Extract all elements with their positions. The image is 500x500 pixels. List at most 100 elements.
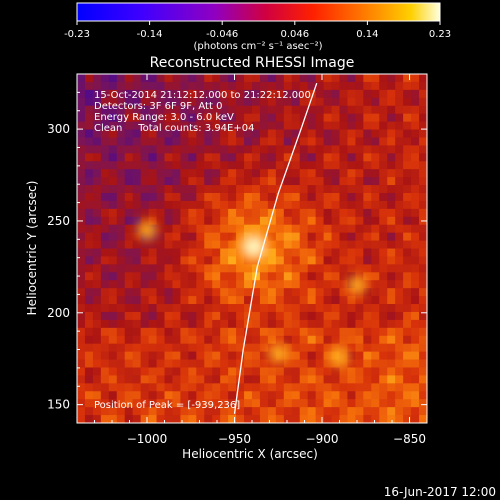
image-cell <box>395 240 404 250</box>
x-tick-label: −850 <box>393 432 426 446</box>
image-cell <box>411 304 420 313</box>
image-cell <box>148 153 158 162</box>
image-area <box>77 74 427 423</box>
image-cell <box>411 145 420 154</box>
image-cell <box>387 391 396 400</box>
image-cell <box>212 272 221 281</box>
image-cell <box>403 240 412 250</box>
image-cell <box>220 367 229 377</box>
image-cell <box>323 113 333 123</box>
image-cell <box>84 169 94 178</box>
image-cell <box>387 415 396 423</box>
image-cell <box>164 296 174 305</box>
image-cell <box>411 383 420 392</box>
secondary-source <box>268 343 289 364</box>
image-cell <box>275 304 285 313</box>
image-cell <box>100 224 110 234</box>
image-cell <box>403 97 412 107</box>
image-cell <box>84 296 94 305</box>
image-cell <box>339 192 349 202</box>
image-cell <box>188 200 197 210</box>
image-cell <box>140 280 150 289</box>
image-cell <box>188 264 197 273</box>
image-cell <box>379 343 388 353</box>
image-cell <box>299 351 309 361</box>
image-cell <box>371 208 380 218</box>
image-cell <box>395 113 404 123</box>
image-cell <box>132 81 142 91</box>
image-cell <box>275 327 285 337</box>
image-cell <box>283 248 293 258</box>
image-cell <box>196 240 205 250</box>
colorbar-tick-label: 0.046 <box>280 29 309 40</box>
image-cell <box>188 383 197 392</box>
image-cell <box>307 383 317 392</box>
image-cell <box>379 264 388 273</box>
image-cell <box>291 319 301 329</box>
image-cell <box>132 216 142 226</box>
image-cell <box>419 200 427 210</box>
image-cell <box>140 256 150 265</box>
image-cell <box>228 113 237 123</box>
image-cell <box>395 399 404 408</box>
image-cell <box>148 319 158 329</box>
image-cell <box>196 216 205 226</box>
image-cell <box>244 169 253 178</box>
image-cell <box>196 335 205 345</box>
image-cell <box>196 185 205 194</box>
image-cell <box>259 351 269 361</box>
image-cell <box>172 192 181 202</box>
image-cell <box>148 296 158 305</box>
image-cell <box>283 351 293 361</box>
image-cell <box>347 169 356 178</box>
image-cell <box>172 169 181 178</box>
image-cell <box>291 351 301 361</box>
image-cell <box>283 407 293 416</box>
image-cell <box>379 177 388 186</box>
image-cell <box>323 407 333 416</box>
image-cell <box>395 343 404 353</box>
peak-position-label: Position of Peak = [-939,236] <box>94 400 240 411</box>
image-cell <box>355 296 364 305</box>
image-cell <box>140 272 150 281</box>
image-cell <box>419 153 427 162</box>
image-cell <box>204 351 213 361</box>
image-cell <box>228 415 237 423</box>
image-cell <box>140 288 150 297</box>
image-cell <box>212 89 221 99</box>
image-cell <box>148 375 158 384</box>
image-cell <box>84 319 94 329</box>
image-cell <box>307 232 317 242</box>
image-cell <box>291 216 301 226</box>
image-cell <box>204 208 213 218</box>
image-cell <box>108 216 118 226</box>
image-cell <box>164 311 174 321</box>
image-cell <box>84 200 94 210</box>
image-cell <box>283 391 293 400</box>
image-cell <box>196 280 205 289</box>
image-cell <box>132 383 142 392</box>
image-cell <box>84 192 94 202</box>
image-cell <box>315 280 325 289</box>
image-cell <box>331 272 341 281</box>
image-cell <box>395 185 404 194</box>
image-cell <box>419 296 427 305</box>
image-cell <box>331 113 341 123</box>
image-cell <box>379 153 388 162</box>
image-cell <box>116 304 126 313</box>
image-cell <box>371 343 380 353</box>
image-cell <box>371 232 380 242</box>
image-cell <box>132 200 142 210</box>
image-cell <box>140 407 150 416</box>
image-cell <box>252 137 261 146</box>
image-cell <box>403 153 412 162</box>
image-cell <box>307 153 317 162</box>
image-cell <box>347 137 356 146</box>
image-cell <box>180 89 189 99</box>
image-cell <box>347 407 356 416</box>
image-cell <box>339 391 349 400</box>
image-cell <box>116 288 126 297</box>
image-cell <box>132 359 142 369</box>
image-cell <box>196 311 205 321</box>
image-cell <box>363 185 372 194</box>
